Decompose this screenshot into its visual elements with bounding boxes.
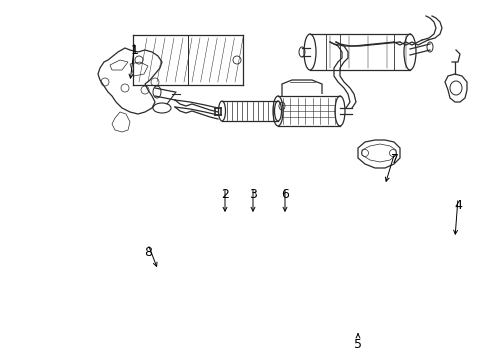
Text: 4: 4 bbox=[453, 199, 461, 212]
Text: 1: 1 bbox=[131, 44, 139, 57]
Text: 2: 2 bbox=[221, 189, 228, 202]
Text: 6: 6 bbox=[281, 189, 288, 202]
Text: 7: 7 bbox=[390, 153, 398, 166]
Text: 3: 3 bbox=[248, 189, 256, 202]
Text: 5: 5 bbox=[353, 338, 361, 351]
Text: 8: 8 bbox=[143, 246, 152, 258]
